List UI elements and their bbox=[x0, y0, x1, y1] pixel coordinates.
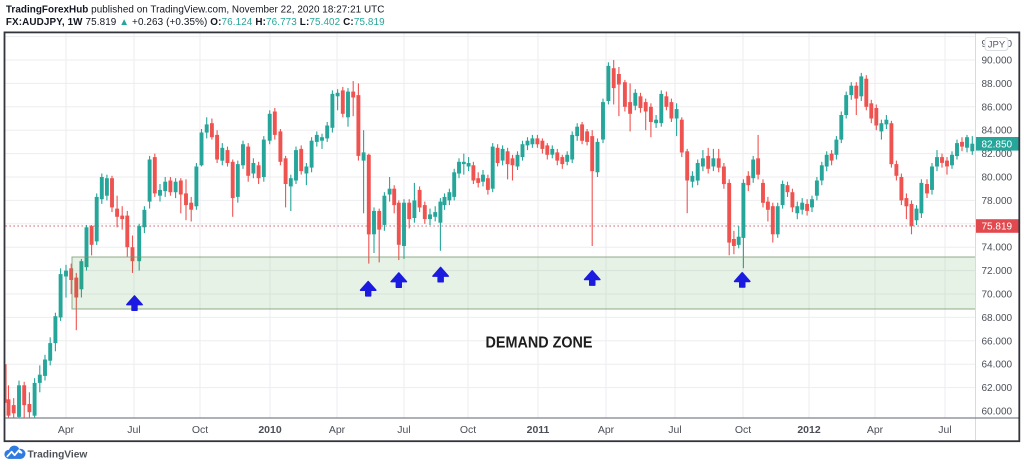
svg-text:JPY: JPY bbox=[988, 40, 1006, 51]
svg-text:FX:AUDJPY, 1W 75.819 ▲ +0.263: FX:AUDJPY, 1W 75.819 ▲ +0.263 (+0.35%) O… bbox=[6, 17, 385, 28]
svg-text:72.000: 72.000 bbox=[982, 266, 1013, 277]
svg-text:90.000: 90.000 bbox=[982, 56, 1013, 67]
svg-text:75.819: 75.819 bbox=[982, 222, 1013, 233]
svg-text:74.000: 74.000 bbox=[982, 243, 1013, 254]
svg-text:Jul: Jul bbox=[668, 424, 681, 436]
svg-text:2012: 2012 bbox=[797, 424, 821, 436]
svg-text:TradingForexHub published on T: TradingForexHub published on TradingView… bbox=[6, 5, 385, 16]
svg-text:68.000: 68.000 bbox=[982, 313, 1013, 324]
svg-text:Oct: Oct bbox=[192, 424, 208, 436]
svg-text:Jul: Jul bbox=[397, 424, 410, 436]
svg-text:82.000: 82.000 bbox=[982, 149, 1013, 160]
svg-text:2011: 2011 bbox=[527, 424, 550, 436]
svg-text:84.000: 84.000 bbox=[982, 126, 1013, 137]
svg-text:78.000: 78.000 bbox=[982, 196, 1013, 207]
svg-text:Apr: Apr bbox=[598, 424, 615, 436]
svg-text:DEMAND ZONE: DEMAND ZONE bbox=[486, 335, 593, 352]
svg-text:60.000: 60.000 bbox=[982, 407, 1013, 418]
svg-text:Apr: Apr bbox=[867, 424, 884, 436]
svg-text:70.000: 70.000 bbox=[982, 290, 1013, 301]
svg-text:Apr: Apr bbox=[329, 424, 346, 436]
svg-text:86.000: 86.000 bbox=[982, 102, 1013, 113]
svg-text:Jul: Jul bbox=[938, 424, 951, 436]
svg-text:62.000: 62.000 bbox=[982, 383, 1013, 394]
svg-text:88.000: 88.000 bbox=[982, 79, 1013, 90]
svg-text:Apr: Apr bbox=[58, 424, 75, 436]
svg-text:66.000: 66.000 bbox=[982, 336, 1013, 347]
svg-text:2010: 2010 bbox=[258, 424, 282, 436]
svg-text:82.850: 82.850 bbox=[982, 139, 1013, 150]
svg-text:Oct: Oct bbox=[735, 424, 751, 436]
svg-text:64.000: 64.000 bbox=[982, 360, 1013, 371]
svg-text:Jul: Jul bbox=[127, 424, 140, 436]
svg-text:80.000: 80.000 bbox=[982, 173, 1013, 184]
svg-text:TradingView: TradingView bbox=[28, 450, 88, 461]
svg-text:Oct: Oct bbox=[460, 424, 476, 436]
